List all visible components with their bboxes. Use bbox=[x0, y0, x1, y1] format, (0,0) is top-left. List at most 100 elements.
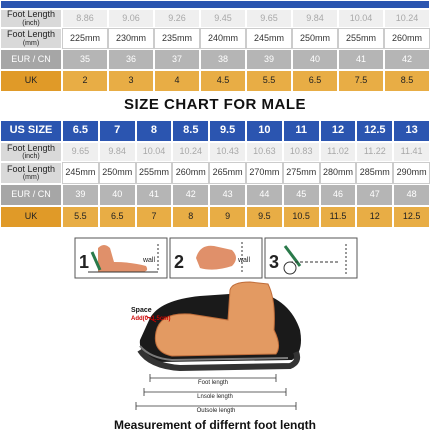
table-cell: 39 bbox=[246, 49, 292, 70]
table-cell: 43 bbox=[209, 184, 246, 206]
table-cell: 42 bbox=[384, 49, 430, 70]
label: UK bbox=[24, 75, 38, 86]
label: Foot Length bbox=[6, 9, 56, 20]
header-cell: 8 bbox=[135, 120, 173, 142]
table-cell: 35 bbox=[62, 49, 108, 70]
table-cell: 9.45 bbox=[200, 9, 246, 28]
header-cell: 12 bbox=[319, 120, 357, 142]
label: UK bbox=[24, 211, 38, 222]
table-cell: 9.84 bbox=[98, 142, 136, 162]
step-panels bbox=[74, 237, 358, 279]
space-add: Add(0~1.5cm) bbox=[131, 316, 171, 322]
table-cell: 4.5 bbox=[200, 70, 246, 92]
table-cell: 285mm bbox=[356, 162, 394, 184]
table-cell: 8.86 bbox=[62, 9, 108, 28]
table-cell: 10.04 bbox=[338, 9, 384, 28]
table-cell: 4 bbox=[154, 70, 200, 92]
row-label: UK bbox=[0, 206, 62, 228]
header-cell: 7 bbox=[98, 120, 136, 142]
table-cell: 10.5 bbox=[282, 206, 320, 228]
label: EUR / CN bbox=[11, 53, 51, 64]
table-cell: 290mm bbox=[393, 162, 430, 184]
table-cell: 10.24 bbox=[172, 142, 210, 162]
unit: (mm) bbox=[22, 39, 40, 47]
table-cell: 10.04 bbox=[135, 142, 173, 162]
table-cell: 9.65 bbox=[62, 142, 99, 162]
table-cell: 7.5 bbox=[338, 70, 384, 92]
header-cell: 11 bbox=[282, 120, 320, 142]
table-cell: 36 bbox=[108, 49, 154, 70]
insole-length: Lnsole length bbox=[197, 394, 233, 400]
table-cell: 5.5 bbox=[246, 70, 292, 92]
step-number: 3 bbox=[269, 252, 279, 272]
table-cell: 44 bbox=[246, 184, 283, 206]
table-cell: 240mm bbox=[200, 28, 246, 49]
table-cell: 12 bbox=[356, 206, 394, 228]
header-label: US SIZE bbox=[0, 120, 62, 142]
table-cell: 10.63 bbox=[246, 142, 283, 162]
label: Foot Length bbox=[6, 163, 56, 174]
table-cell: 38 bbox=[200, 49, 246, 70]
step-number: 2 bbox=[174, 252, 184, 272]
unit: (inch) bbox=[22, 19, 40, 27]
table-cell: 8 bbox=[172, 206, 210, 228]
foot-length: Foot length bbox=[198, 380, 228, 386]
table-cell: 250mm bbox=[98, 162, 136, 184]
header-cell: 13 bbox=[393, 120, 430, 142]
table-cell: 9.06 bbox=[108, 9, 154, 28]
header-cell: 12.5 bbox=[356, 120, 394, 142]
label: Foot Length bbox=[6, 29, 56, 40]
space-label: Space bbox=[131, 307, 152, 314]
step-feet bbox=[88, 242, 347, 275]
table-cell: 250mm bbox=[292, 28, 338, 49]
table-cell: 10.43 bbox=[209, 142, 246, 162]
table-cell: 280mm bbox=[319, 162, 357, 184]
table-cell: 10.24 bbox=[384, 9, 430, 28]
row-label: Foot Length (mm) bbox=[0, 162, 62, 184]
table-cell: 11.41 bbox=[393, 142, 430, 162]
step-label: wall bbox=[237, 257, 251, 264]
table-cell: 2 bbox=[62, 70, 108, 92]
caption: Measurement of differnt foot length bbox=[114, 418, 316, 430]
header-cell: 9.5 bbox=[209, 120, 246, 142]
row-label: EUR / CN bbox=[0, 49, 62, 70]
row-label: Foot Length (inch) bbox=[0, 142, 62, 162]
row-label: EUR / CN bbox=[0, 184, 62, 206]
label: Foot Length bbox=[6, 142, 56, 153]
table-cell: 11.5 bbox=[319, 206, 357, 228]
table-cell: 225mm bbox=[62, 28, 108, 49]
table-cell: 11.02 bbox=[319, 142, 357, 162]
row-label: Foot Length (mm) bbox=[0, 28, 62, 49]
table-cell: 235mm bbox=[154, 28, 200, 49]
table-cell: 46 bbox=[319, 184, 357, 206]
table-cell: 255mm bbox=[135, 162, 173, 184]
table-cell: 11.22 bbox=[356, 142, 394, 162]
table-cell: 9.84 bbox=[292, 9, 338, 28]
table-cell: 5.5 bbox=[62, 206, 99, 228]
row-label: Foot Length (inch) bbox=[0, 9, 62, 28]
table-cell: 6.5 bbox=[292, 70, 338, 92]
table-cell: 12.5 bbox=[393, 206, 430, 228]
row-label: UK bbox=[0, 70, 62, 92]
unit: (inch) bbox=[22, 153, 40, 161]
table-cell: 270mm bbox=[246, 162, 283, 184]
table-cell: 9.5 bbox=[246, 206, 283, 228]
table-cell: 255mm bbox=[338, 28, 384, 49]
table-cell: 3 bbox=[108, 70, 154, 92]
table-cell: 260mm bbox=[172, 162, 210, 184]
table-cell: 39 bbox=[62, 184, 99, 206]
outsole-length: Outsole length bbox=[197, 408, 236, 414]
table-cell: 48 bbox=[393, 184, 430, 206]
header-cell: 6.5 bbox=[62, 120, 99, 142]
unit: (mm) bbox=[22, 174, 40, 182]
table-cell: 6.5 bbox=[98, 206, 136, 228]
table-cell: 42 bbox=[172, 184, 210, 206]
table-title: SIZE CHART FOR MALE bbox=[124, 96, 306, 113]
header-cell: 10 bbox=[246, 120, 283, 142]
table-cell: 245mm bbox=[246, 28, 292, 49]
header-strip bbox=[0, 0, 430, 9]
table-cell: 10.83 bbox=[282, 142, 320, 162]
step-label: wall bbox=[142, 257, 156, 264]
header-cell: 8.5 bbox=[172, 120, 210, 142]
